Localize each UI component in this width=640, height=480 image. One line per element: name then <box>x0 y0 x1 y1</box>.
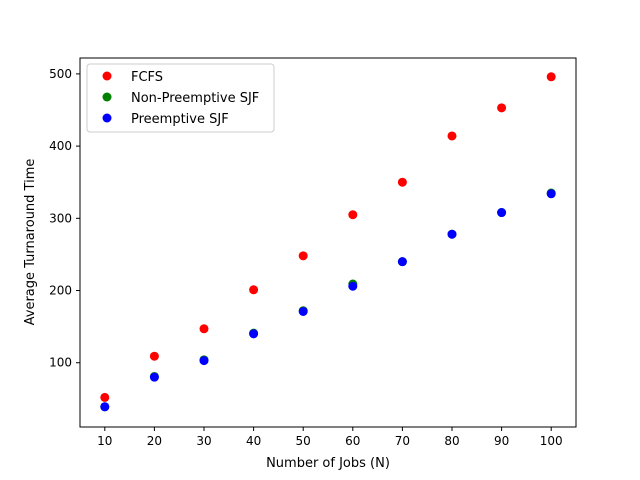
preemptive-sjf-point <box>298 306 308 316</box>
y-tick-label: 500 <box>49 67 72 81</box>
y-tick-label: 100 <box>49 356 72 370</box>
preemptive-sjf-point <box>100 402 110 412</box>
legend: FCFS Non-Preemptive SJF Preemptive SJF <box>86 63 275 133</box>
preemptive-sjf-point <box>447 229 457 239</box>
x-tick-label: 80 <box>444 434 459 448</box>
x-axis-ticks: 10 20 30 40 50 60 70 80 90 100 <box>97 427 563 448</box>
x-tick-label: 70 <box>395 434 410 448</box>
preemptive-sjf-point <box>546 189 556 199</box>
x-tick-label: 90 <box>494 434 509 448</box>
data-points <box>100 72 556 412</box>
fcfs-point <box>348 210 358 220</box>
x-tick-label: 100 <box>540 434 563 448</box>
fcfs-point <box>447 131 457 141</box>
x-tick-label: 40 <box>246 434 261 448</box>
fcfs-point <box>249 285 259 295</box>
fcfs-point <box>100 392 110 402</box>
preemptive-sjf-point <box>348 281 358 291</box>
y-tick-label: 200 <box>49 284 72 298</box>
preemptive-sjf-point <box>249 329 259 339</box>
y-axis-label: Average Turnaround Time <box>23 159 38 326</box>
fcfs-point <box>397 177 407 187</box>
y-tick-label: 400 <box>49 139 72 153</box>
y-tick-label: 300 <box>49 211 72 225</box>
x-tick-label: 20 <box>147 434 162 448</box>
x-tick-label: 30 <box>196 434 211 448</box>
preemptive-sjf-point <box>199 356 209 366</box>
preemptive-sjf-point <box>149 372 159 382</box>
legend-frame <box>86 63 275 133</box>
preemptive-sjf-point <box>397 257 407 267</box>
legend-marker-non-preemptive-sjf <box>102 92 112 102</box>
x-tick-label: 10 <box>97 434 112 448</box>
fcfs-point <box>546 72 556 82</box>
plot-frame <box>79 57 577 428</box>
y-axis-ticks: 100 200 300 400 500 <box>49 67 80 370</box>
x-tick-label: 50 <box>296 434 311 448</box>
fcfs-point <box>497 103 507 113</box>
legend-label-fcfs: FCFS <box>131 70 163 85</box>
legend-label-preemptive-sjf: Preemptive SJF <box>131 112 229 127</box>
fcfs-point <box>199 324 209 334</box>
fcfs-point <box>298 251 308 261</box>
preemptive-sjf-point <box>497 208 507 218</box>
legend-marker-fcfs <box>102 71 112 81</box>
legend-marker-preemptive-sjf <box>102 113 112 123</box>
legend-label-non-preemptive-sjf: Non-Preemptive SJF <box>131 91 259 106</box>
fcfs-point <box>149 351 159 361</box>
x-axis-label: Number of Jobs (N) <box>266 456 390 471</box>
x-tick-label: 60 <box>345 434 360 448</box>
